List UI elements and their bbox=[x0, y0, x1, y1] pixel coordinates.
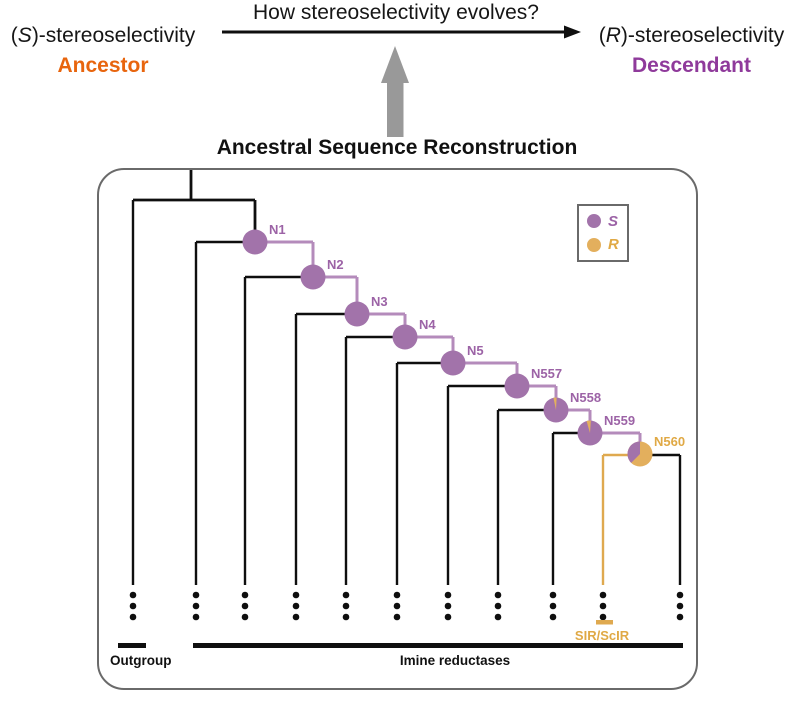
tree-panel-border bbox=[97, 168, 698, 690]
node-pie-wedge-N559 bbox=[586, 420, 591, 433]
collapsed-clade-dots bbox=[599, 591, 607, 599]
collapsed-clade-dots bbox=[549, 613, 557, 621]
node-label-N557: N557 bbox=[531, 366, 562, 381]
header-arrows bbox=[222, 25, 581, 137]
collapsed-clade-dots bbox=[342, 613, 350, 621]
node-label-N560: N560 bbox=[654, 434, 685, 449]
ancestor-block: (S)-stereoselectivity Ancestor bbox=[0, 22, 206, 79]
node-pie-N2 bbox=[300, 264, 326, 290]
collapsed-clade-dots bbox=[129, 613, 137, 621]
s-stereoselectivity-label: (S)-stereoselectivity bbox=[10, 24, 196, 47]
node-pie-wedge-N558 bbox=[553, 397, 557, 410]
collapsed-clade-dots bbox=[444, 591, 452, 599]
node-pie-N3 bbox=[344, 301, 370, 327]
collapsed-clade-dots bbox=[494, 613, 502, 621]
collapsed-clade-dots bbox=[393, 613, 401, 621]
evolution-arrow-head bbox=[564, 25, 581, 39]
node-label-N558: N558 bbox=[570, 390, 601, 405]
collapsed-clade-dots bbox=[599, 613, 607, 621]
node-label-N4: N4 bbox=[419, 317, 436, 332]
collapsed-clade-dots bbox=[192, 613, 200, 621]
collapsed-clade-dots bbox=[292, 602, 300, 610]
collapsed-clade-dots bbox=[192, 591, 200, 599]
collapsed-clade-dots bbox=[549, 602, 557, 610]
ancestor-label: Ancestor bbox=[57, 54, 149, 77]
collapsed-clade-dots bbox=[342, 591, 350, 599]
r-legend-swatch bbox=[587, 237, 601, 252]
s-legend-swatch bbox=[587, 214, 601, 229]
collapsed-clade-dots bbox=[676, 591, 684, 599]
sir-scir-tick bbox=[596, 620, 613, 625]
outgroup-bar bbox=[118, 643, 146, 648]
collapsed-clade-dots bbox=[549, 591, 557, 599]
collapsed-clade-dots bbox=[494, 602, 502, 610]
collapsed-clade-dots bbox=[676, 613, 684, 621]
collapsed-clade-dots bbox=[393, 591, 401, 599]
collapsed-clade-dots bbox=[241, 613, 249, 621]
collapsed-clade-dots bbox=[129, 591, 137, 599]
node-pie-N557 bbox=[504, 373, 530, 399]
collapsed-clade-dots bbox=[241, 591, 249, 599]
imine-reductases-label: Imine reductases bbox=[399, 653, 511, 668]
collapsed-clade-dots bbox=[444, 602, 452, 610]
node-label-N559: N559 bbox=[604, 413, 635, 428]
r-stereoselectivity-label: (R)-stereoselectivity bbox=[598, 24, 785, 47]
collapsed-clade-dots bbox=[444, 613, 452, 621]
question-title: How stereoselectivity evolves? bbox=[253, 1, 539, 24]
node-pie-N5 bbox=[440, 350, 466, 376]
node-pie-N1 bbox=[242, 229, 268, 255]
collapsed-clade-dots bbox=[599, 602, 607, 610]
node-pie-wedge-N560 bbox=[627, 441, 640, 463]
legend-row-r: R bbox=[587, 236, 627, 253]
asr-title: Ancestral Sequence Reconstruction bbox=[216, 136, 578, 159]
collapsed-clade-dots bbox=[494, 591, 502, 599]
outgroup-label: Outgroup bbox=[110, 653, 172, 668]
imine-reductases-bar bbox=[193, 643, 683, 648]
node-pie-N4 bbox=[392, 324, 418, 350]
node-label-N3: N3 bbox=[371, 294, 388, 309]
collapsed-clade-dots bbox=[393, 602, 401, 610]
node-label-N2: N2 bbox=[327, 257, 344, 272]
collapsed-clade-dots bbox=[676, 602, 684, 610]
asr-up-arrow-head bbox=[381, 46, 409, 83]
asr-up-arrow-shaft bbox=[387, 82, 404, 137]
sir-scir-label: SIR/ScIR bbox=[574, 628, 630, 643]
collapsed-clade-dots bbox=[241, 602, 249, 610]
collapsed-clade-dots bbox=[192, 602, 200, 610]
r-legend-label: R bbox=[608, 236, 619, 254]
node-label-N1: N1 bbox=[269, 222, 286, 237]
descendant-block: (R)-stereoselectivity Descendant bbox=[584, 22, 799, 79]
descendant-label: Descendant bbox=[631, 54, 752, 77]
s-legend-label: S bbox=[608, 212, 619, 230]
selectivity-legend: S R bbox=[577, 204, 629, 262]
collapsed-clade-dots bbox=[342, 602, 350, 610]
collapsed-clade-dots bbox=[292, 613, 300, 621]
node-label-N5: N5 bbox=[467, 343, 484, 358]
collapsed-clade-dots bbox=[129, 602, 137, 610]
legend-row-s: S bbox=[587, 213, 627, 230]
collapsed-clade-dots bbox=[292, 591, 300, 599]
